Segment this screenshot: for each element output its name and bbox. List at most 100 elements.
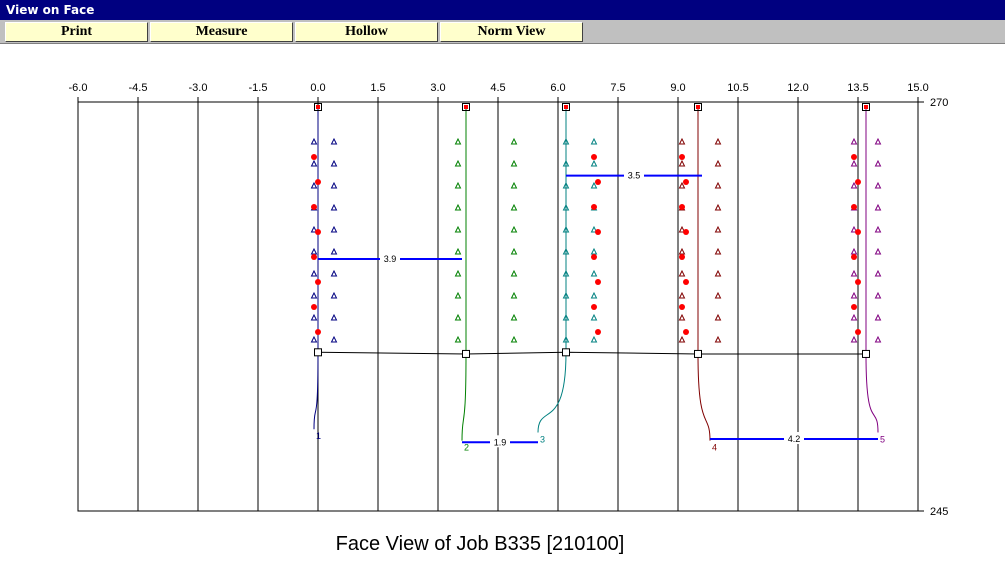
charge-triangle — [454, 313, 462, 321]
charge-triangle — [850, 313, 858, 321]
charge-triangle — [454, 203, 462, 211]
charge-triangle — [678, 159, 686, 167]
charge-triangle — [562, 269, 570, 277]
toe-line — [317, 351, 866, 355]
charge-triangle — [678, 291, 686, 299]
charge-triangle — [678, 335, 686, 343]
charge-dot — [679, 304, 685, 310]
charge-dot — [591, 304, 597, 310]
charge-triangle — [330, 225, 338, 233]
collar-fill — [864, 105, 868, 109]
y-tick-label: 270 — [930, 97, 948, 109]
charge-triangle — [714, 335, 722, 343]
charge-triangle — [454, 269, 462, 277]
charge-dot — [591, 154, 597, 160]
charge-dot — [311, 154, 317, 160]
burden-label: 4.2 — [788, 434, 801, 444]
hole-trace — [865, 106, 879, 433]
charge-triangle — [454, 335, 462, 343]
charge-triangle — [714, 159, 722, 167]
charge-triangle — [310, 181, 318, 189]
charge-triangle — [874, 335, 882, 343]
hollow-button[interactable]: Hollow — [295, 22, 438, 42]
charge-triangle — [562, 203, 570, 211]
charge-triangle — [874, 269, 882, 277]
charge-triangle — [874, 247, 882, 255]
charge-triangle — [330, 269, 338, 277]
x-tick-label: 4.5 — [490, 82, 505, 94]
charge-triangle — [874, 137, 882, 145]
charge-triangle — [330, 159, 338, 167]
hole-id-label: 4 — [712, 443, 717, 453]
burden-label-bg — [624, 168, 644, 181]
charge-triangle — [330, 313, 338, 321]
x-tick-label: 1.5 — [370, 82, 385, 94]
charge-dot — [855, 329, 861, 335]
charge-dot — [679, 204, 685, 210]
hole-id-label: 2 — [464, 443, 469, 453]
toolbar: Print Measure Hollow Norm View — [0, 20, 1005, 44]
charge-triangle — [850, 335, 858, 343]
charge-triangle — [454, 137, 462, 145]
charge-triangle — [590, 269, 598, 277]
collar-fill — [464, 105, 468, 109]
charge-triangle — [562, 313, 570, 321]
charge-triangle — [590, 335, 598, 343]
measure-button[interactable]: Measure — [150, 22, 293, 42]
collar-marker — [862, 103, 870, 111]
collar-marker — [694, 103, 702, 111]
charge-triangle — [714, 313, 722, 321]
charge-dot — [311, 304, 317, 310]
charge-triangle — [590, 225, 598, 233]
charge-triangle — [562, 291, 570, 299]
charge-triangle — [850, 159, 858, 167]
collar-marker — [562, 103, 570, 111]
x-tick-label: -3.0 — [189, 82, 208, 94]
x-tick-label: 15.0 — [907, 82, 928, 94]
norm-view-button[interactable]: Norm View — [440, 22, 583, 42]
charge-triangle — [510, 335, 518, 343]
charge-triangle — [714, 225, 722, 233]
charge-triangle — [874, 181, 882, 189]
window-title: View on Face — [6, 3, 95, 17]
face-marker — [314, 348, 322, 357]
hole-trace — [697, 107, 711, 441]
charge-triangle — [874, 291, 882, 299]
x-tick-label: -6.0 — [69, 82, 88, 94]
collar-marker — [462, 103, 470, 111]
charge-triangle — [714, 291, 722, 299]
charge-triangle — [714, 181, 722, 189]
charge-dot — [595, 329, 601, 335]
charge-triangle — [310, 247, 318, 255]
charge-triangle — [330, 137, 338, 145]
charge-triangle — [874, 203, 882, 211]
charge-dot — [855, 229, 861, 235]
print-button[interactable]: Print — [5, 22, 148, 42]
charge-dot — [315, 179, 321, 185]
charge-triangle — [714, 203, 722, 211]
collar-fill — [316, 105, 320, 109]
charge-triangle — [678, 313, 686, 321]
charge-triangle — [874, 225, 882, 233]
charge-triangle — [310, 313, 318, 321]
charge-triangle — [454, 291, 462, 299]
plot-caption: Face View of Job B335 [210100] — [335, 533, 625, 555]
charge-dot — [595, 229, 601, 235]
burden-label-bg — [490, 435, 510, 448]
hole-trace — [537, 106, 567, 433]
charge-triangle — [510, 181, 518, 189]
x-tick-label: 0.0 — [310, 82, 325, 94]
charge-triangle — [678, 137, 686, 145]
charge-triangle — [850, 137, 858, 145]
charge-triangle — [678, 269, 686, 277]
charge-triangle — [310, 137, 318, 145]
charge-dot — [683, 329, 689, 335]
x-tick-label: 3.0 — [430, 82, 445, 94]
face-marker — [562, 348, 570, 357]
charge-triangle — [562, 225, 570, 233]
charge-triangle — [330, 291, 338, 299]
charge-dot — [595, 179, 601, 185]
x-tick-label: 13.5 — [847, 82, 868, 94]
charge-triangle — [562, 247, 570, 255]
